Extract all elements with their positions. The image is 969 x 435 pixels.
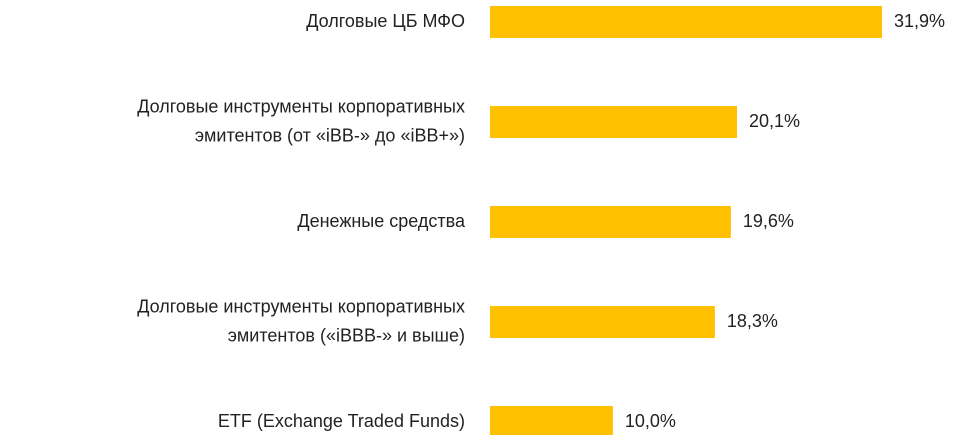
- value-label: 20,1%: [749, 111, 800, 131]
- bar: [490, 306, 715, 338]
- category-label: Денежные средства: [297, 211, 466, 231]
- bar: [490, 406, 613, 435]
- category-label: Долговые инструменты корпоративных эмитен…: [137, 296, 465, 345]
- category-label: Долговые ЦБ МФО: [306, 11, 465, 31]
- bar: [490, 106, 737, 138]
- bar: [490, 6, 882, 38]
- value-label: 31,9%: [894, 11, 945, 31]
- value-label: 19,6%: [743, 211, 794, 231]
- category-label: ETF (Exchange Traded Funds): [218, 411, 465, 431]
- value-label: 10,0%: [625, 411, 676, 431]
- category-label: Долговые инструменты корпоративных эмитен…: [137, 96, 465, 145]
- value-label: 18,3%: [727, 311, 778, 331]
- bar: [490, 206, 731, 238]
